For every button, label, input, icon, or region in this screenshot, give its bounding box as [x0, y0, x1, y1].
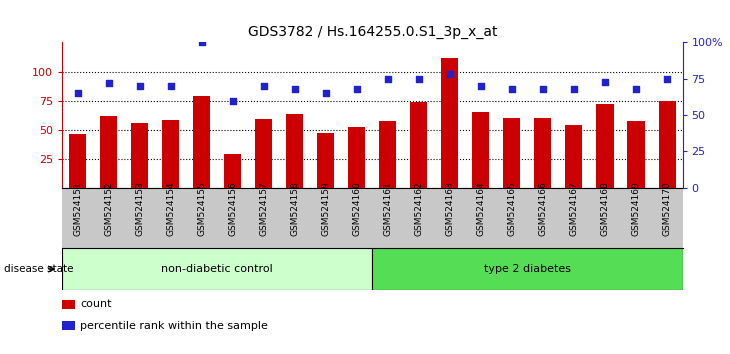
Bar: [410, 102, 427, 188]
Text: count: count: [80, 299, 112, 309]
Point: [103, 80, 115, 86]
Bar: [224, 154, 241, 188]
Point: [227, 98, 239, 103]
Bar: [504, 118, 520, 188]
Text: percentile rank within the sample: percentile rank within the sample: [80, 321, 268, 331]
Point: [661, 76, 673, 81]
Bar: [131, 122, 148, 188]
Bar: [380, 121, 396, 188]
Title: GDS3782 / Hs.164255.0.S1_3p_x_at: GDS3782 / Hs.164255.0.S1_3p_x_at: [247, 25, 497, 39]
Bar: [628, 121, 645, 188]
Point: [196, 40, 207, 45]
Point: [537, 86, 549, 92]
Point: [134, 83, 145, 89]
Bar: [62, 248, 372, 290]
Point: [351, 86, 363, 92]
Bar: [566, 125, 583, 188]
Bar: [596, 104, 613, 188]
Point: [568, 86, 580, 92]
Point: [382, 76, 393, 81]
Point: [630, 86, 642, 92]
Point: [444, 72, 456, 77]
Point: [289, 86, 301, 92]
Text: type 2 diabetes: type 2 diabetes: [484, 264, 571, 274]
Text: non-diabetic control: non-diabetic control: [161, 264, 273, 274]
Bar: [442, 58, 458, 188]
Point: [72, 90, 83, 96]
Point: [599, 79, 611, 85]
Point: [475, 83, 487, 89]
Bar: [162, 120, 179, 188]
Bar: [193, 96, 210, 188]
Point: [506, 86, 518, 92]
Bar: [255, 119, 272, 188]
Bar: [100, 116, 117, 188]
Bar: [318, 133, 334, 188]
Point: [258, 83, 269, 89]
Point: [413, 76, 425, 81]
Bar: [372, 248, 683, 290]
Text: disease state: disease state: [4, 264, 73, 274]
Bar: [534, 118, 551, 188]
Bar: [286, 114, 303, 188]
Bar: [348, 127, 365, 188]
Point: [165, 83, 177, 89]
Bar: [658, 101, 675, 188]
Point: [320, 90, 331, 96]
Bar: [69, 134, 86, 188]
Bar: [472, 112, 489, 188]
